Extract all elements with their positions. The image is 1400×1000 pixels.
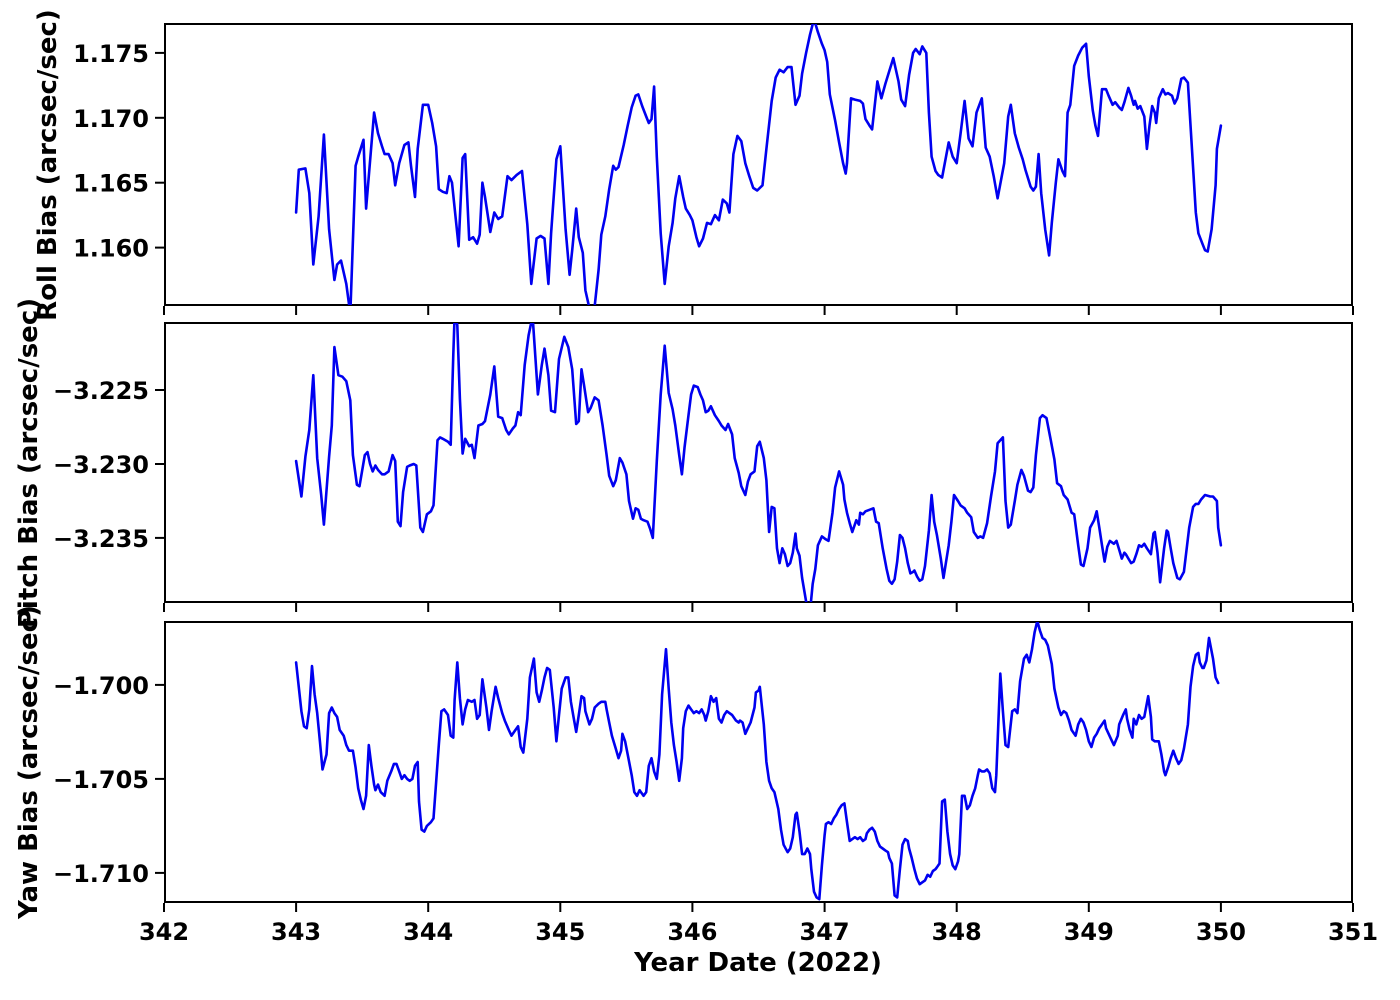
y-tick-label: 1.165 (73, 170, 149, 198)
roll-bias-panel-frame (164, 23, 1353, 306)
roll-bias-line (294, 24, 1223, 305)
y-tick-label: −1.700 (53, 672, 149, 700)
x-tick-label: 345 (535, 918, 585, 946)
yaw-bias-panel-frame (164, 621, 1353, 903)
y-tick-label: −3.235 (53, 525, 149, 553)
pitch-bias-line (294, 323, 1223, 602)
y-tick-label: −3.225 (53, 377, 149, 405)
x-tick-label: 348 (932, 918, 982, 946)
yaw-bias-line (294, 622, 1220, 901)
roll-y-axis-label: Roll Bias (arcsec/sec) (33, 9, 63, 321)
y-tick-label: −3.230 (53, 451, 149, 479)
y-tick-label: −1.705 (53, 766, 149, 794)
y-tick-label: 1.175 (73, 40, 149, 68)
x-tick-label: 346 (667, 918, 717, 946)
yaw-y-axis-label: Yaw Bias (arcsec/sec) (14, 605, 44, 919)
y-tick-label: 1.170 (73, 105, 149, 133)
x-tick-label: 350 (1196, 918, 1246, 946)
x-tick-label: 351 (1328, 918, 1378, 946)
x-tick-label: 347 (800, 918, 850, 946)
x-tick-label: 349 (1064, 918, 1114, 946)
x-tick-label: 344 (403, 918, 453, 946)
y-tick-label: 1.160 (73, 235, 149, 263)
y-tick-label: −1.710 (53, 860, 149, 888)
x-axis-label: Year Date (2022) (634, 948, 882, 978)
x-tick-label: 343 (271, 918, 321, 946)
pitch-y-axis-label: Pitch Bias (arcsec/sec) (14, 297, 44, 629)
pitch-bias-panel-frame (164, 322, 1353, 603)
x-tick-label: 342 (139, 918, 189, 946)
